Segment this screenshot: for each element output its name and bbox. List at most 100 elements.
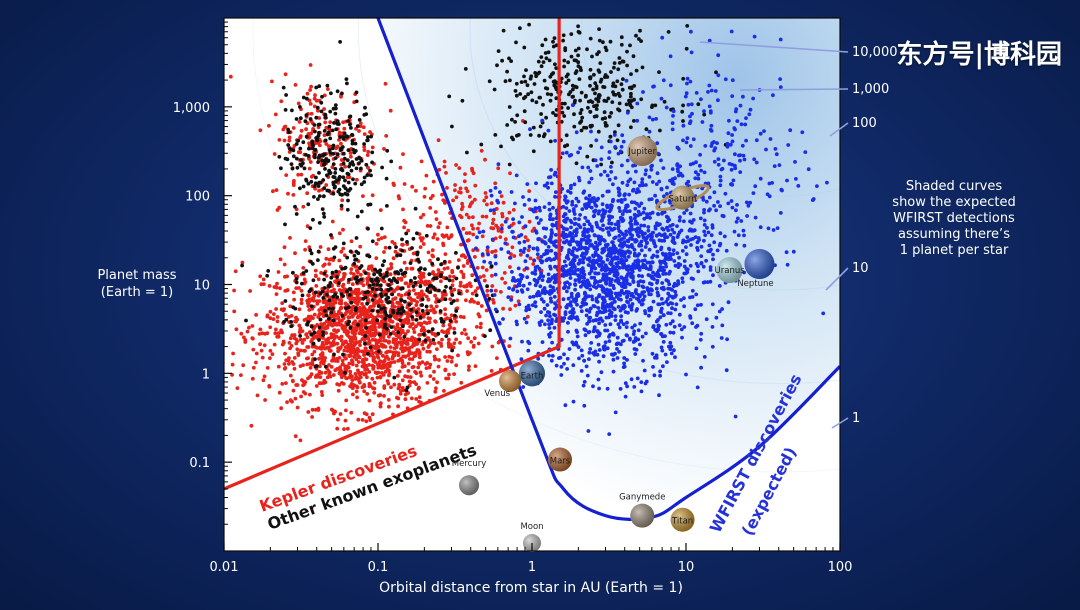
data-point [452, 331, 457, 335]
data-point [367, 264, 372, 269]
data-point [534, 100, 539, 105]
data-point [593, 233, 597, 238]
data-point [659, 309, 663, 313]
data-point [485, 293, 490, 298]
data-point [628, 336, 632, 341]
data-point [324, 256, 329, 261]
contour-arc [358, 18, 840, 384]
data-point [426, 311, 430, 316]
data-point [554, 66, 559, 70]
data-point [323, 138, 328, 143]
data-point [605, 386, 610, 391]
data-point [390, 304, 395, 309]
data-point [647, 306, 651, 311]
data-point [360, 302, 364, 306]
data-point [708, 265, 713, 269]
data-point [547, 58, 552, 63]
data-point [317, 221, 322, 225]
data-point [458, 314, 463, 319]
data-point [607, 150, 612, 154]
data-point [308, 226, 313, 231]
data-point [529, 74, 534, 79]
data-point [440, 192, 444, 197]
data-point [561, 319, 565, 323]
data-point [349, 239, 354, 244]
data-point [432, 369, 436, 374]
data-point [311, 173, 315, 178]
data-point [420, 303, 424, 307]
data-point [579, 348, 584, 353]
data-point [273, 331, 278, 336]
data-point [390, 292, 395, 297]
data-point [329, 335, 333, 340]
data-point [296, 172, 301, 177]
data-point [250, 376, 255, 381]
data-point [291, 181, 296, 186]
data-point [352, 355, 357, 359]
data-point [523, 120, 528, 125]
data-point [672, 324, 677, 329]
data-point [658, 369, 662, 374]
data-point [543, 235, 547, 239]
data-point [306, 410, 311, 414]
data-point [589, 341, 594, 345]
data-point [534, 229, 538, 233]
data-point [510, 270, 514, 274]
data-point [702, 229, 707, 234]
data-point [418, 245, 423, 250]
data-point [370, 314, 375, 319]
data-point [725, 337, 729, 342]
data-point [624, 325, 629, 329]
data-point [379, 299, 383, 304]
data-point [490, 221, 495, 226]
data-point [587, 271, 592, 276]
data-point [307, 146, 311, 151]
data-point [675, 251, 680, 256]
data-point [467, 194, 472, 199]
data-point [604, 279, 608, 283]
data-point [365, 375, 369, 380]
data-point [265, 366, 270, 370]
data-point [496, 226, 500, 230]
data-point [519, 288, 524, 293]
data-point [307, 141, 311, 146]
data-point [608, 253, 613, 258]
data-point [337, 231, 342, 236]
data-point [602, 347, 606, 351]
data-point [393, 249, 398, 254]
data-point [362, 384, 367, 389]
data-point [613, 84, 618, 89]
data-point [439, 316, 444, 321]
data-point [642, 368, 647, 373]
data-point [473, 364, 478, 368]
data-point [321, 325, 325, 330]
data-point [378, 208, 383, 213]
data-point [300, 378, 304, 382]
data-point [332, 287, 336, 292]
data-point [643, 245, 648, 249]
data-point [318, 143, 322, 148]
data-point [394, 245, 398, 250]
data-point [627, 271, 631, 276]
data-point [660, 281, 665, 285]
data-point [427, 365, 432, 370]
data-point [365, 173, 370, 178]
data-point [527, 22, 531, 27]
data-point [672, 230, 677, 235]
data-point [549, 181, 554, 186]
data-point [601, 85, 605, 89]
data-point [597, 27, 601, 31]
data-point [566, 189, 570, 194]
data-point [382, 147, 386, 151]
data-point [289, 344, 294, 348]
data-point [437, 167, 442, 172]
data-point [609, 203, 613, 208]
data-point [627, 230, 632, 235]
data-point [493, 307, 498, 312]
data-point [603, 116, 607, 120]
data-point [399, 286, 403, 291]
data-point [308, 117, 313, 121]
data-point [571, 262, 576, 267]
data-point [405, 266, 409, 271]
data-point [677, 323, 682, 328]
